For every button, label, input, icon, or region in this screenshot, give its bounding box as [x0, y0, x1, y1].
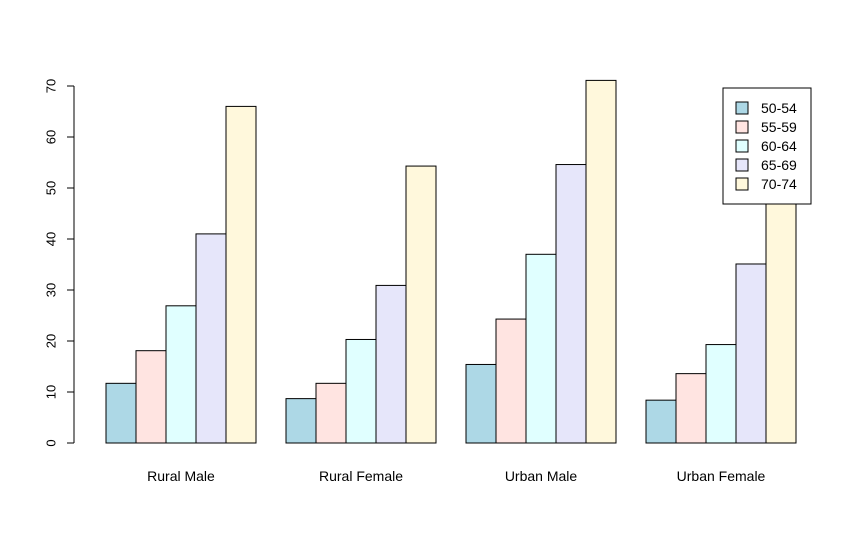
legend-swatch [735, 139, 749, 153]
bar [135, 350, 167, 444]
legend-label: 50-54 [761, 100, 797, 116]
y-tick-label: 0 [43, 439, 58, 446]
bar [285, 398, 317, 444]
y-tick-label: 10 [43, 385, 58, 399]
bar [765, 187, 797, 444]
y-tick-label: 20 [43, 334, 58, 348]
y-tick-label: 30 [43, 283, 58, 297]
bar [525, 253, 557, 444]
legend-label: 70-74 [761, 176, 797, 192]
bar [585, 79, 617, 444]
bar [225, 105, 257, 444]
category-label: Rural Female [319, 468, 403, 484]
bar [675, 373, 707, 444]
legend-label: 65-69 [761, 157, 797, 173]
bar [375, 284, 407, 444]
bar [195, 233, 227, 444]
y-tick-label: 70 [43, 79, 58, 93]
legend-label: 55-59 [761, 119, 797, 135]
legend-swatch [735, 101, 749, 115]
bar [735, 263, 767, 444]
category-label: Rural Male [147, 468, 215, 484]
category-label: Urban Female [677, 468, 766, 484]
y-tick-label: 40 [43, 232, 58, 246]
legend-swatch [735, 158, 749, 172]
legend-label: 60-64 [761, 138, 797, 154]
bar [555, 164, 587, 444]
bar [165, 305, 197, 444]
bar [645, 399, 677, 444]
legend-swatch [735, 120, 749, 134]
bar [495, 318, 527, 444]
legend: 50-54 55-59 60-64 65-69 70-74 [722, 87, 812, 205]
bar-group [645, 187, 797, 444]
category-labels: Rural Male Rural Female Urban Male Urban Fe… [147, 468, 765, 484]
bar [705, 344, 737, 444]
bar-group [285, 165, 437, 444]
category-label: Urban Male [505, 468, 578, 484]
bar [105, 382, 137, 444]
bar [465, 363, 497, 444]
y-tick-label: 60 [43, 130, 58, 144]
bar [405, 165, 437, 444]
bar [315, 382, 347, 444]
bar-group [105, 105, 257, 444]
bar [345, 338, 377, 444]
legend-swatch [735, 177, 749, 191]
y-axis: 0 10 20 30 40 50 60 70 [43, 79, 75, 447]
bar-groups [105, 79, 797, 444]
bar-group [465, 79, 617, 444]
y-tick-label: 50 [43, 181, 58, 195]
